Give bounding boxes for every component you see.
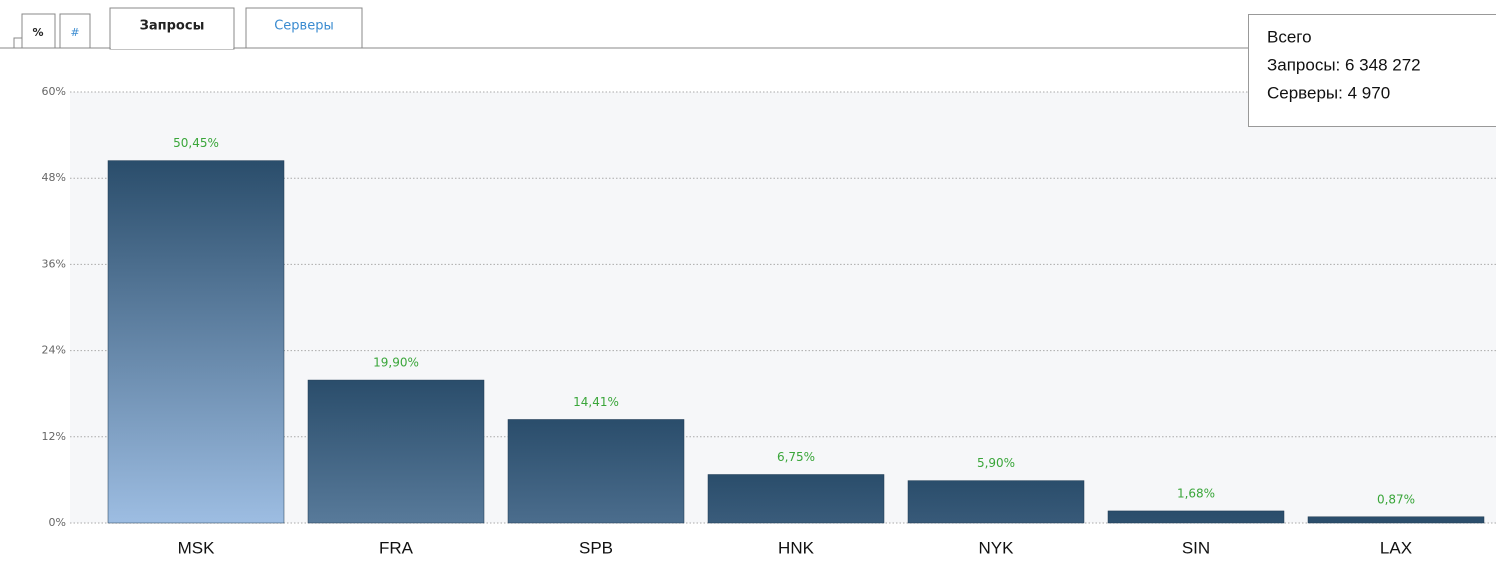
x-tick-label: SIN: [1182, 538, 1210, 557]
value-label: 0,87%: [1377, 492, 1415, 506]
summary-line: Запросы: 6 348 272: [1267, 55, 1421, 74]
tab-count[interactable]: [59, 13, 91, 49]
y-tick-label: 48%: [42, 171, 66, 184]
summary-line: Серверы: 4 970: [1267, 83, 1390, 102]
x-tick-label: NYK: [979, 538, 1015, 557]
x-tick-label: MSK: [178, 538, 216, 557]
value-label: 19,90%: [373, 356, 419, 370]
tab-label[interactable]: Запросы: [140, 19, 205, 34]
y-tick-label: 12%: [42, 430, 66, 443]
value-label: 6,75%: [777, 450, 815, 464]
y-tick-label: 60%: [42, 85, 66, 98]
bar: [507, 419, 685, 524]
x-tick-label: FRA: [379, 538, 414, 557]
y-tick-label: 36%: [42, 257, 66, 270]
x-tick-label: HNK: [778, 538, 815, 557]
tab-label[interactable]: #: [70, 26, 79, 39]
summary-box: [1248, 14, 1496, 127]
bar: [1307, 516, 1485, 524]
tab-label[interactable]: Серверы: [274, 19, 334, 34]
y-tick-label: 24%: [42, 344, 66, 357]
bar: [1107, 510, 1285, 524]
value-label: 5,90%: [977, 456, 1015, 470]
bar: [307, 379, 485, 524]
bar: [707, 474, 885, 524]
bar: [907, 480, 1085, 524]
tab-requests[interactable]: [109, 7, 235, 50]
y-tick-label: 0%: [49, 516, 66, 529]
x-tick-label: LAX: [1380, 538, 1412, 557]
tab-label[interactable]: %: [32, 26, 43, 39]
summary-line: Всего: [1267, 27, 1312, 46]
tab-servers[interactable]: [245, 7, 363, 49]
plot-background: [70, 92, 1496, 523]
value-label: 14,41%: [573, 395, 619, 409]
x-tick-label: SPB: [579, 538, 613, 557]
value-label: 50,45%: [173, 136, 219, 150]
tab-edge: [13, 37, 22, 48]
value-label: 1,68%: [1177, 486, 1215, 500]
bar: [107, 160, 285, 524]
tab-percent[interactable]: [21, 13, 56, 49]
